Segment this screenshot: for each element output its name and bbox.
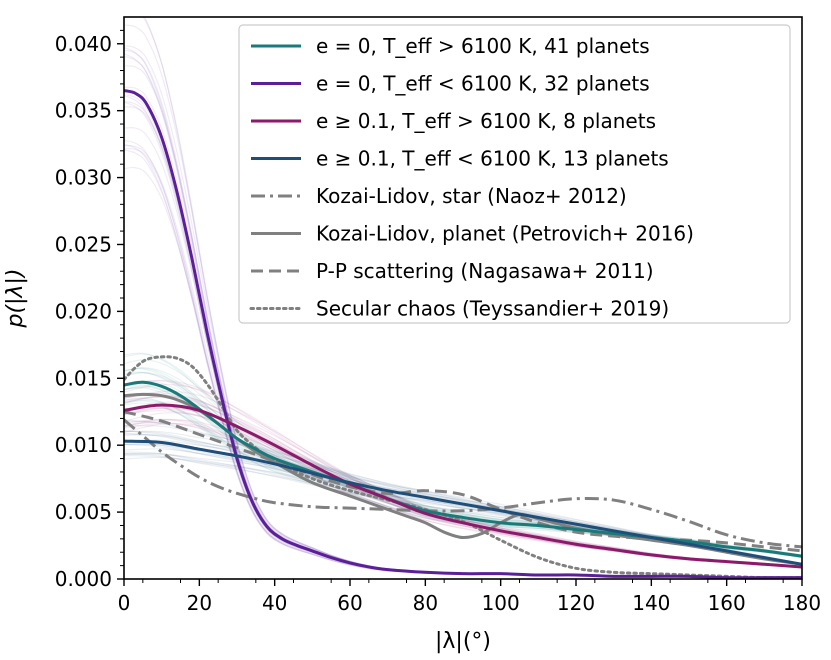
x-tick-label: 180 [783, 591, 821, 615]
legend-label-6: Kozai-Lidov, planet (Petrovich+ 2016) [316, 222, 694, 246]
y-axis-label: p(|λ|) [3, 269, 28, 329]
series-line-3 [124, 403, 802, 569]
legend-label-5: Kozai-Lidov, star (Naoz+ 2012) [316, 184, 627, 208]
y-tick-label: 0.005 [55, 500, 112, 524]
y-tick-label: 0.040 [55, 32, 112, 56]
legend-label-4: e ≥ 0.1, T_eff < 6100 K, 13 planets [316, 147, 669, 171]
y-tick-label: 0.030 [55, 166, 112, 190]
x-axis: 0 20 40 60 80 100 120 140 160 180 [118, 579, 821, 615]
y-tick-label: 0.020 [55, 299, 112, 323]
x-tick-label: 140 [632, 591, 670, 615]
legend: e = 0, T_eff > 6100 K, 41 planets e = 0, … [238, 24, 791, 324]
legend-label-1: e = 0, T_eff > 6100 K, 41 planets [316, 34, 650, 58]
series-line-8 [124, 355, 802, 579]
legend-box [238, 24, 791, 324]
legend-label-7: P-P scattering (Nagasawa+ 2011) [316, 259, 654, 283]
y-tick-label: 0.000 [55, 567, 112, 591]
x-tick-label: 100 [482, 591, 520, 615]
x-tick-label: 120 [557, 591, 595, 615]
y-tick-label: 0.015 [55, 366, 112, 390]
y-tick-label: 0.025 [55, 232, 112, 256]
x-tick-label: 60 [337, 591, 362, 615]
x-tick-label: 80 [413, 591, 438, 615]
x-tick-label: 160 [708, 591, 746, 615]
series-line-5 [124, 418, 802, 549]
y-axis: 0.000 0.005 0.010 0.015 0.020 0.025 0.030 0.035… [55, 29, 124, 591]
series-layer [124, 89, 802, 579]
x-tick-label: 20 [187, 591, 212, 615]
x-tick-label: 0 [118, 591, 131, 615]
series-line-2 [124, 89, 802, 579]
legend-label-2: e = 0, T_eff < 6100 K, 32 planets [316, 72, 650, 96]
legend-label-3: e ≥ 0.1, T_eff > 6100 K, 8 planets [316, 109, 656, 133]
x-tick-label: 40 [262, 591, 287, 615]
x-axis-label: |λ|(°) [435, 629, 491, 654]
y-tick-label: 0.035 [55, 99, 112, 123]
series-line-4 [124, 439, 802, 566]
y-tick-label: 0.010 [55, 433, 112, 457]
legend-label-8: Secular chaos (Teyssandier+ 2019) [316, 297, 669, 321]
